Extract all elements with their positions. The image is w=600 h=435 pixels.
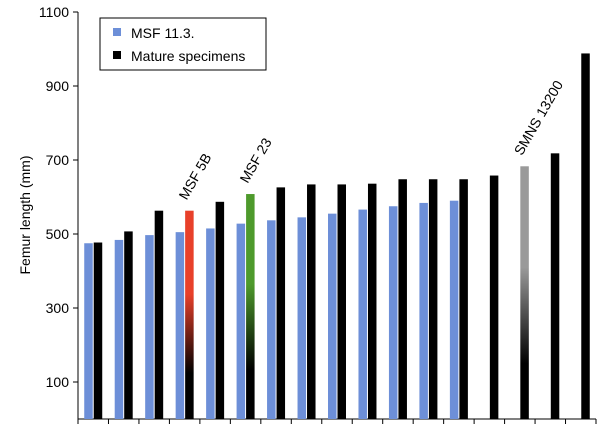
bar-msf [449, 200, 459, 419]
bar-msf [267, 220, 276, 419]
axes: 100 300 500 700 900 1100 [39, 4, 597, 424]
bar-smns [520, 166, 529, 419]
bar-msf5b [185, 210, 194, 419]
legend-label-mature: Mature specimens [131, 48, 245, 64]
bar-msf [388, 206, 398, 419]
bar-msf [84, 243, 93, 419]
bar-msf [297, 217, 307, 419]
bar-msf [175, 232, 185, 419]
bar-msf [236, 223, 246, 419]
bar-mature [337, 184, 346, 419]
bar-msf [358, 209, 367, 419]
bar-msf23 [246, 194, 255, 419]
bar-mature [154, 210, 164, 419]
y-axis-title: Femur length (mm) [17, 155, 33, 274]
bars [84, 53, 590, 419]
annotations: MSF 5B MSF 23 SMNS 13200 [175, 77, 566, 202]
legend-label-msf: MSF 11.3. [131, 25, 195, 41]
bar-mature [93, 242, 103, 419]
bar-mature [307, 184, 316, 419]
bar-msf [114, 239, 124, 419]
bar-mature [367, 183, 377, 419]
legend: MSF 11.3. Mature specimens [99, 17, 267, 71]
y-tick-label: 700 [46, 152, 70, 168]
bar-msf [206, 228, 215, 419]
bar-mature [459, 179, 468, 419]
bar-msf [419, 202, 428, 419]
y-tick-label: 100 [46, 374, 70, 390]
annotation-label: MSF 23 [236, 135, 274, 186]
bar-mature [581, 53, 590, 419]
legend-swatch-mature [113, 51, 121, 59]
bar-mature [215, 201, 225, 419]
y-tick-label: 900 [46, 78, 70, 94]
bar-mature [276, 187, 286, 419]
annotation-label: MSF 5B [175, 150, 214, 202]
y-tick-label: 500 [46, 226, 70, 242]
y-tick-label: 1100 [39, 4, 69, 20]
bar-mature [398, 179, 407, 419]
y-tick-label: 300 [46, 300, 70, 316]
bar-mature [428, 179, 438, 419]
legend-box [99, 17, 267, 71]
bar-mature [124, 231, 133, 419]
bar-mature [489, 175, 499, 419]
annotation-label: SMNS 13200 [511, 77, 567, 157]
bar-msf [328, 213, 337, 419]
bar-msf [145, 235, 154, 419]
bar-mature [550, 153, 560, 419]
legend-swatch-msf [113, 28, 121, 36]
